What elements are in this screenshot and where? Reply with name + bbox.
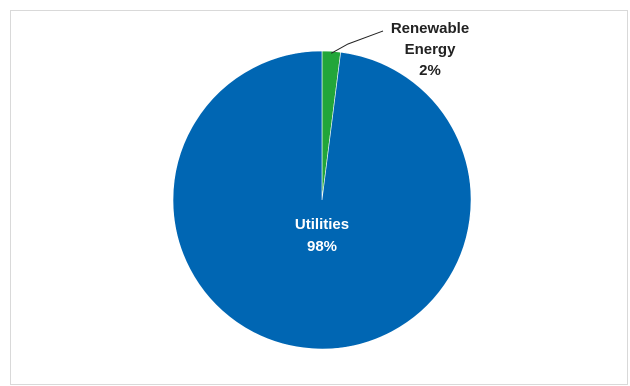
- leader-line-renewable: [330, 30, 384, 54]
- pie-slice-utilities: [172, 50, 472, 350]
- data-label-renewable-energy: Renewable Energy 2%: [391, 20, 469, 79]
- pie-labels: Utilities 98% Renewable Energy 2%: [295, 20, 469, 255]
- pie-slices: [172, 50, 472, 350]
- data-label-utilities: Utilities 98%: [295, 216, 349, 255]
